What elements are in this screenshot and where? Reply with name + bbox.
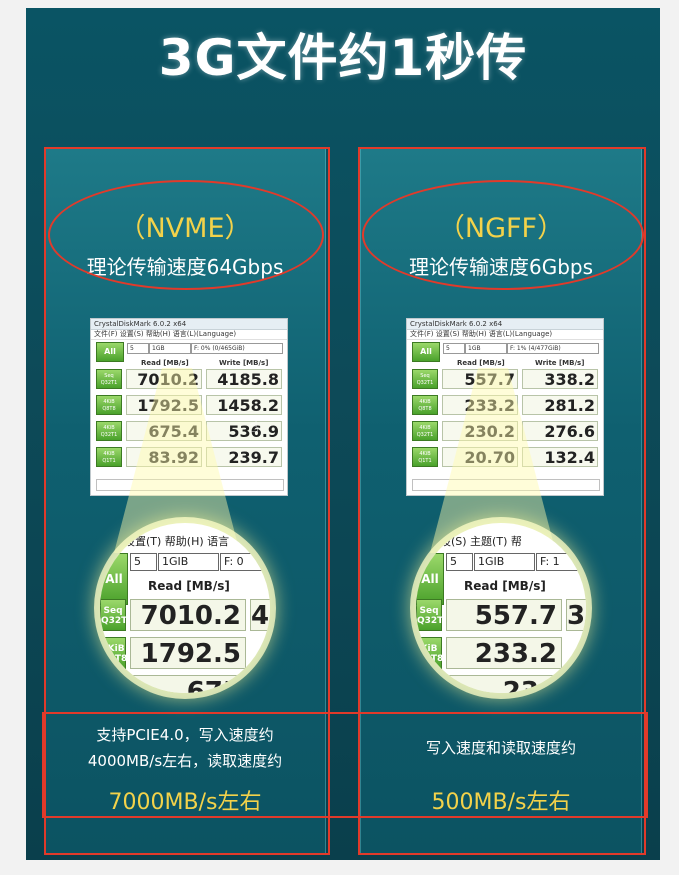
mag-read-header: Read [MB/s] bbox=[464, 579, 546, 593]
drive-select[interactable]: F: 0% (0/465GiB) bbox=[191, 343, 283, 354]
count-select[interactable]: 5 bbox=[443, 343, 465, 354]
mag-menu: 设置(T) 帮助(H) 语言 bbox=[124, 535, 230, 548]
write-value: 4185.8 bbox=[206, 369, 282, 389]
test-button[interactable]: 4KiB Q1T1 bbox=[96, 447, 122, 467]
mag-4k-label: 4KiB Q8T8 bbox=[100, 637, 127, 669]
write-value: 338.2 bbox=[522, 369, 598, 389]
annotation-ellipse-left bbox=[48, 180, 324, 290]
mag-read-value: 675 bbox=[130, 675, 246, 693]
cdm-row: 4KiB Q32T1 675.4 536.9 bbox=[96, 421, 282, 443]
mag-next-value: 4 bbox=[250, 599, 270, 631]
mag-seq-label: Seq Q32T1 bbox=[100, 599, 134, 631]
write-value: 239.7 bbox=[206, 447, 282, 467]
size-select[interactable]: 1GB bbox=[149, 343, 191, 354]
hand-cursor-icon: ☝ bbox=[248, 416, 259, 437]
mag-next-value: 3 bbox=[566, 599, 586, 631]
drive-select[interactable]: F: 1% (4/477GiB) bbox=[507, 343, 599, 354]
read-value: 230.2 bbox=[442, 421, 518, 441]
write-value: 536.9 bbox=[206, 421, 282, 441]
read-value: 7010.2 bbox=[126, 369, 202, 389]
read-header: Read [MB/s] bbox=[457, 359, 505, 367]
test-button[interactable]: 4KiB Q32T1 bbox=[96, 421, 122, 441]
mag-size-select: 1GIB bbox=[474, 553, 535, 571]
cdm-comment-box bbox=[412, 479, 600, 491]
cdm-menu: 文件(F) 设置(S) 帮助(H) 语言(L)(Language) bbox=[91, 330, 287, 340]
magnifier-ngff: 设(S) 主题(T) 帮 All 5 1GIB F: 1 Read [MB/s]… bbox=[416, 523, 586, 693]
cdm-title-bar: CrystalDiskMark 6.0.2 x64 bbox=[407, 319, 603, 330]
write-value: 1458.2 bbox=[206, 395, 282, 415]
test-button[interactable]: Seq Q32T1 bbox=[412, 369, 438, 389]
mag-read-header: Read [MB/s] bbox=[148, 579, 230, 593]
test-button[interactable]: 4KiB Q1T1 bbox=[412, 447, 438, 467]
ngff-desc-line1: 写入速度和读取速度约 bbox=[425, 739, 576, 757]
mag-menu: 设(S) 主题(T) 帮 bbox=[440, 535, 522, 548]
annotation-box-left bbox=[44, 147, 330, 855]
cdm-row: 4KiB Q8T8 233.2 281.2 bbox=[412, 395, 598, 417]
mag-seq-label: Seq Q32T1 bbox=[416, 599, 450, 631]
mag-all-button: All bbox=[100, 553, 128, 605]
read-value: 675.4 bbox=[126, 421, 202, 441]
nvme-highlight: 7000MB/s左右 bbox=[108, 790, 262, 815]
cdm-controls: All 5 1GB F: 1% (4/477GiB) bbox=[407, 340, 603, 362]
cdm-menu: 文件(F) 设置(S) 帮助(H) 语言(L)(Language) bbox=[407, 330, 603, 340]
nvme-desc-line2: 4000MB/s左右，读取速度约 bbox=[87, 752, 283, 770]
test-button[interactable]: Seq Q32T1 bbox=[96, 369, 122, 389]
magnifier-nvme: 设置(T) 帮助(H) 语言 All 5 1GIB F: 0 Read [MB/… bbox=[100, 523, 270, 693]
cdm-row: Seq Q32T1 557.7 338.2 bbox=[412, 369, 598, 391]
cdm-row: Seq Q32T1 7010.2 4185.8 bbox=[96, 369, 282, 391]
mag-read-value: 230 bbox=[446, 675, 562, 693]
all-button[interactable]: All bbox=[96, 342, 124, 362]
mag-drive-select: F: 0 bbox=[220, 553, 265, 571]
annotation-ellipse-right bbox=[362, 180, 644, 290]
read-value: 233.2 bbox=[442, 395, 518, 415]
test-button[interactable]: 4KiB Q32T1 bbox=[412, 421, 438, 441]
nvme-desc-line1: 支持PCIE4.0，写入速度约 bbox=[96, 726, 274, 744]
mag-read-value: 233.2 bbox=[446, 637, 562, 669]
test-button[interactable]: 4KiB Q8T8 bbox=[412, 395, 438, 415]
mag-count-select: 5 bbox=[446, 553, 473, 571]
cdm-title-bar: CrystalDiskMark 6.0.2 x64 bbox=[91, 319, 287, 330]
page-title: 3G文件约1秒传 bbox=[158, 29, 528, 87]
count-select[interactable]: 5 bbox=[127, 343, 149, 354]
cdm-controls: All 5 1GB F: 0% (0/465GiB) bbox=[91, 340, 287, 362]
read-header: Read [MB/s] bbox=[141, 359, 189, 367]
mag-all-button: All bbox=[416, 553, 444, 605]
cdm-row: 4KiB Q1T1 20.70 132.4 bbox=[412, 447, 598, 469]
mag-read-value: 7010.2 bbox=[130, 599, 246, 631]
cdm-window-ngff: CrystalDiskMark 6.0.2 x64 文件(F) 设置(S) 帮助… bbox=[406, 318, 604, 496]
write-value: 132.4 bbox=[522, 447, 598, 467]
test-button[interactable]: 4KiB Q8T8 bbox=[96, 395, 122, 415]
write-header: Write [MB/s] bbox=[219, 359, 269, 367]
cdm-window-nvme: CrystalDiskMark 6.0.2 x64 文件(F) 设置(S) 帮助… bbox=[90, 318, 288, 496]
size-select[interactable]: 1GB bbox=[465, 343, 507, 354]
mag-size-select: 1GIB bbox=[158, 553, 219, 571]
mag-read-value: 1792.5 bbox=[130, 637, 246, 669]
read-value: 20.70 bbox=[442, 447, 518, 467]
magnifier-beam bbox=[430, 368, 556, 553]
mag-drive-select: F: 1 bbox=[536, 553, 581, 571]
read-value: 1792.5 bbox=[126, 395, 202, 415]
annotation-box-right bbox=[358, 147, 646, 855]
mag-count-select: 5 bbox=[130, 553, 157, 571]
ngff-highlight: 500MB/s左右 bbox=[431, 790, 571, 815]
cdm-comment-box bbox=[96, 479, 284, 491]
write-value: 276.6 bbox=[522, 421, 598, 441]
cdm-row: 4KiB Q8T8 1792.5 1458.2 bbox=[96, 395, 282, 417]
write-value: 281.2 bbox=[522, 395, 598, 415]
annotation-box-bottom bbox=[42, 712, 648, 818]
all-button[interactable]: All bbox=[412, 342, 440, 362]
promo-stage: 3G文件约1秒传 （NVME） 理论传输速度64Gbps CrystalDisk… bbox=[26, 8, 660, 860]
magnifier-beam bbox=[114, 368, 240, 553]
cdm-row: 4KiB Q32T1 230.2 276.6 bbox=[412, 421, 598, 443]
mag-read-value: 557.7 bbox=[446, 599, 562, 631]
read-value: 83.92 bbox=[126, 447, 202, 467]
mag-4k-label: KiB Q8T8 bbox=[416, 637, 443, 669]
cdm-row: 4KiB Q1T1 83.92 239.7 bbox=[96, 447, 282, 469]
read-value: 557.7 bbox=[442, 369, 518, 389]
write-header: Write [MB/s] bbox=[535, 359, 585, 367]
